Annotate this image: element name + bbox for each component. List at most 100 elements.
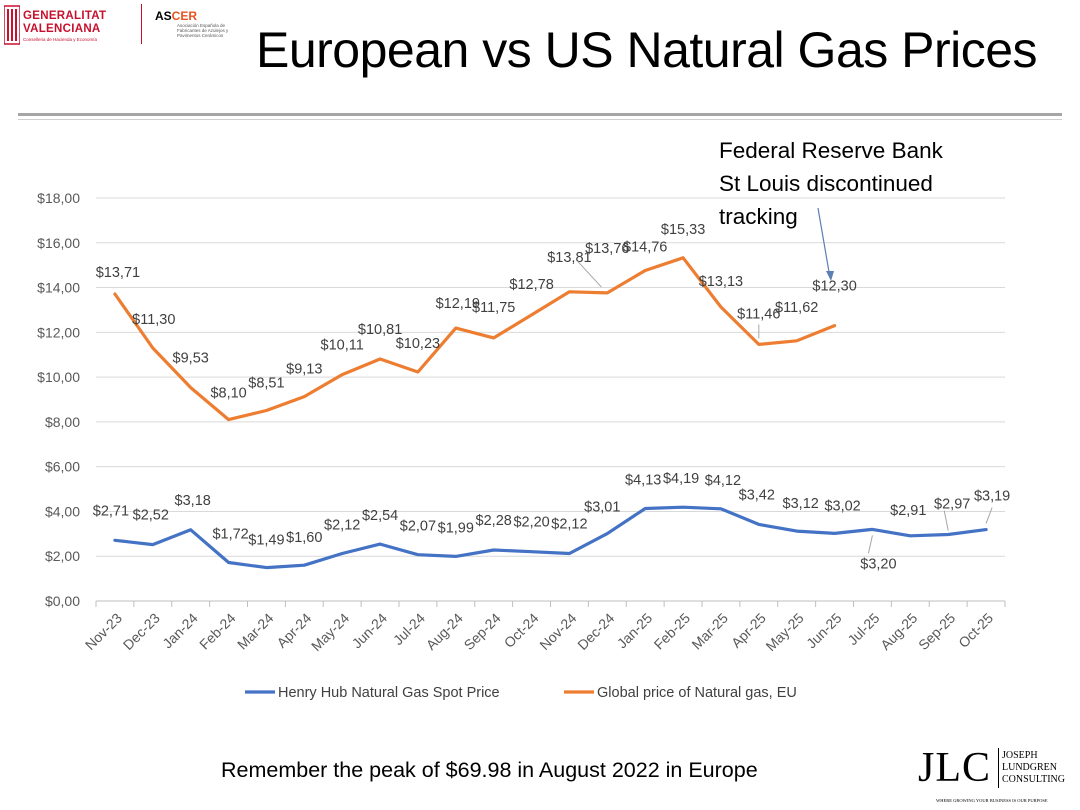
henry-hub-data-label: $3,02 (824, 498, 860, 514)
henry-hub-data-label: $3,12 (783, 496, 819, 512)
x-tick-label: Mar-25 (688, 610, 731, 653)
x-tick-label: Nov-24 (536, 610, 579, 653)
gv-logo-line2: VALENCIANA (23, 23, 101, 35)
x-tick-label: Aug-24 (423, 610, 466, 653)
jlc-monogram: JLC (918, 745, 992, 791)
jlc-tagline: WHERE GROWING YOUR BUSINESS IS OUR PURPO… (936, 798, 1048, 803)
footnote: Remember the peak of $69.98 in August 20… (221, 758, 758, 782)
eu-gas-line (113, 256, 837, 422)
chart-annotation: Federal Reserve Bank St Louis discontinu… (719, 134, 943, 233)
henry-hub-data-label: $4,12 (705, 473, 741, 489)
logo-divider (141, 4, 142, 44)
henry-hub-data-label: $2,52 (133, 508, 169, 524)
eu-gas-data-label: $10,23 (396, 336, 440, 352)
x-tick-label: Apr-25 (728, 610, 769, 651)
grid-lines (96, 197, 1005, 557)
henry-hub-data-label: $3,19 (974, 489, 1010, 505)
eu-gas-data-label: $8,51 (248, 376, 284, 392)
eu-gas-data-label: $11,30 (132, 312, 175, 328)
y-tick-label: $2,00 (45, 548, 80, 564)
ascer-logo-subtitle: Asociación Española de Fabricantes de Az… (177, 23, 229, 39)
henry-hub-data-label: $2,20 (513, 515, 549, 531)
henry-hub-data-label: $4,19 (663, 471, 699, 487)
x-tick-label: Oct-25 (955, 610, 996, 651)
henry-hub-data-label: $1,60 (286, 530, 322, 546)
x-tick-label: Jan-24 (159, 610, 201, 652)
y-tick-label: $18,00 (37, 190, 80, 206)
label-leader-line (985, 507, 993, 524)
label-leader-line (943, 510, 949, 531)
x-tick-label: Apr-24 (273, 610, 314, 651)
page-title: European vs US Natural Gas Prices (256, 22, 1038, 78)
eu-gas-data-label: $10,81 (358, 322, 402, 338)
y-tick-label: $12,00 (37, 324, 80, 340)
gv-logo-line1: GENERALITAT (23, 10, 107, 22)
annotation-line2: St Louis discontinued (719, 171, 933, 196)
henry-hub-data-label: $3,42 (739, 487, 775, 503)
jlc-name-1: JOSEPH (1002, 750, 1038, 761)
eu-gas-data-label: $9,13 (286, 362, 322, 378)
henry-hub-data-label: $2,97 (934, 497, 970, 513)
legend-henry-hub-label: Henry Hub Natural Gas Spot Price (278, 685, 500, 701)
y-tick-label: $4,00 (45, 503, 80, 519)
eu-gas-data-label: $10,11 (321, 338, 364, 354)
ascer-logo-title: ASCER (155, 9, 245, 23)
eu-gas-data-label: $9,53 (173, 351, 209, 367)
henry-hub-data-label: $1,99 (438, 520, 474, 536)
generalitat-crest-icon (4, 5, 20, 45)
legend: Henry Hub Natural Gas Spot Price Global p… (245, 685, 797, 701)
legend-eu-gas-label: Global price of Natural gas, EU (597, 685, 797, 701)
henry-hub-data-label: $3,18 (175, 493, 211, 509)
x-tick-label: Jan-25 (614, 610, 656, 652)
x-tick-label: Aug-25 (877, 610, 920, 653)
x-tick-label: Sep-25 (915, 610, 958, 653)
label-leader-line (867, 535, 873, 554)
jlc-name-3: CONSULTING (1002, 774, 1065, 785)
henry-hub-data-label: $2,71 (93, 503, 129, 519)
eu-gas-data-label: $13,13 (699, 274, 743, 290)
title-divider-thin (18, 119, 1062, 120)
eu-gas-data-label: $12,19 (436, 296, 480, 312)
y-tick-label: $0,00 (45, 593, 80, 609)
annotation-line3: tracking (719, 204, 798, 229)
annotation-arrow (817, 207, 834, 281)
eu-gas-data-label: $8,10 (210, 386, 246, 402)
henry-hub-data-label: $2,07 (400, 519, 436, 535)
x-tick-label: Oct-24 (501, 610, 542, 651)
eu-gas-data-label: $11,62 (775, 300, 818, 316)
x-tick-label: May-24 (308, 610, 352, 654)
y-tick-label: $10,00 (37, 369, 80, 385)
x-tick-label: Dec-24 (574, 610, 617, 653)
jlc-divider (998, 748, 999, 788)
henry-hub-line (113, 505, 988, 570)
y-tick-label: $16,00 (37, 235, 80, 251)
eu-gas-data-label: $12,78 (509, 277, 553, 293)
henry-hub-data-label: $1,49 (248, 533, 284, 549)
eu-gas-data-label: $13,71 (96, 265, 140, 281)
generalitat-valenciana-logo: GENERALITAT VALENCIANA Conselleria de Ha… (4, 4, 142, 48)
henry-hub-data-label: $2,12 (551, 517, 587, 533)
label-leader-line (576, 260, 602, 288)
title-divider (18, 113, 1062, 116)
y-tick-label: $8,00 (45, 414, 80, 430)
annotation-arrow-head (826, 271, 834, 281)
x-tick-label: Feb-24 (196, 610, 239, 653)
jlc-logo: JLC JOSEPH LUNDGREN CONSULTING WHERE GRO… (918, 744, 1078, 810)
series (113, 256, 988, 570)
henry-hub-data-label: $2,28 (476, 513, 512, 529)
eu-gas-data-label: $13,76 (585, 241, 629, 257)
henry-hub-data-label: $2,91 (890, 503, 926, 519)
henry-hub-data-label: $3,20 (860, 556, 896, 572)
jlc-name-2: LUNDGREN (1002, 762, 1057, 773)
x-tick-label: Jun-25 (803, 610, 845, 652)
x-tick-label: Feb-25 (651, 610, 694, 653)
eu-gas-data-label: $11,75 (472, 300, 515, 316)
data-labels: $2,71 $2,52$3,18$1,72 $1,49 $1,60$2,12$2,54… (93, 222, 1010, 573)
eu-gas-data-label: $14,76 (623, 240, 667, 256)
ascer-suffix: CER (171, 9, 198, 23)
x-tick-label: Mar-24 (234, 610, 277, 653)
eu-gas-data-label: $15,33 (661, 222, 705, 238)
gv-logo-line3: Conselleria de Hacienda y Economía (23, 37, 98, 42)
ascer-logo: ASCER Asociación Española de Fabricantes… (155, 9, 245, 45)
